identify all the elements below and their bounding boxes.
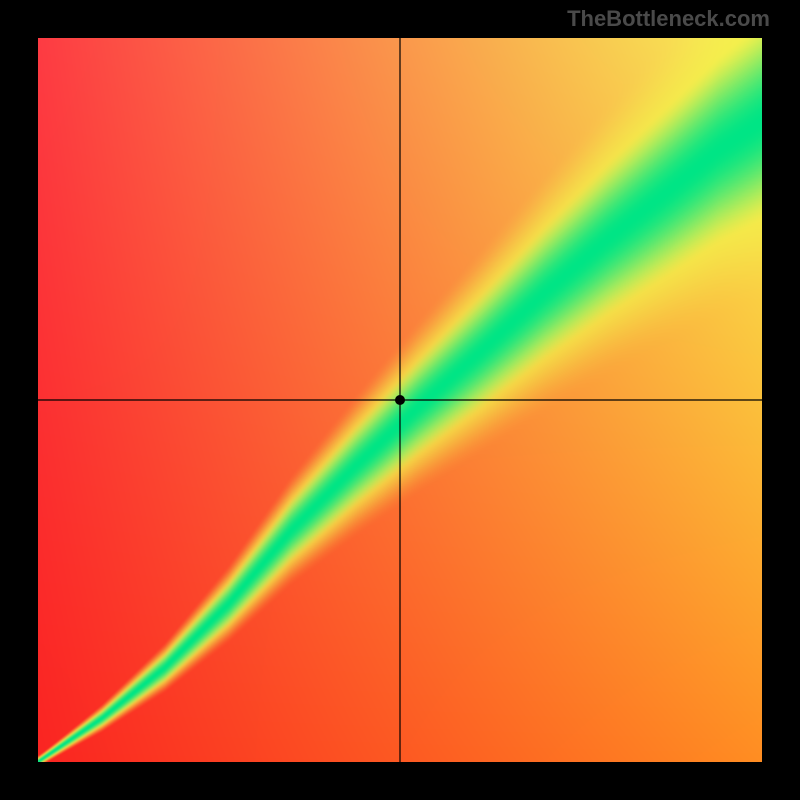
bottleneck-heatmap	[38, 38, 762, 762]
heatmap-canvas	[38, 38, 762, 762]
watermark-text: TheBottleneck.com	[567, 6, 770, 32]
